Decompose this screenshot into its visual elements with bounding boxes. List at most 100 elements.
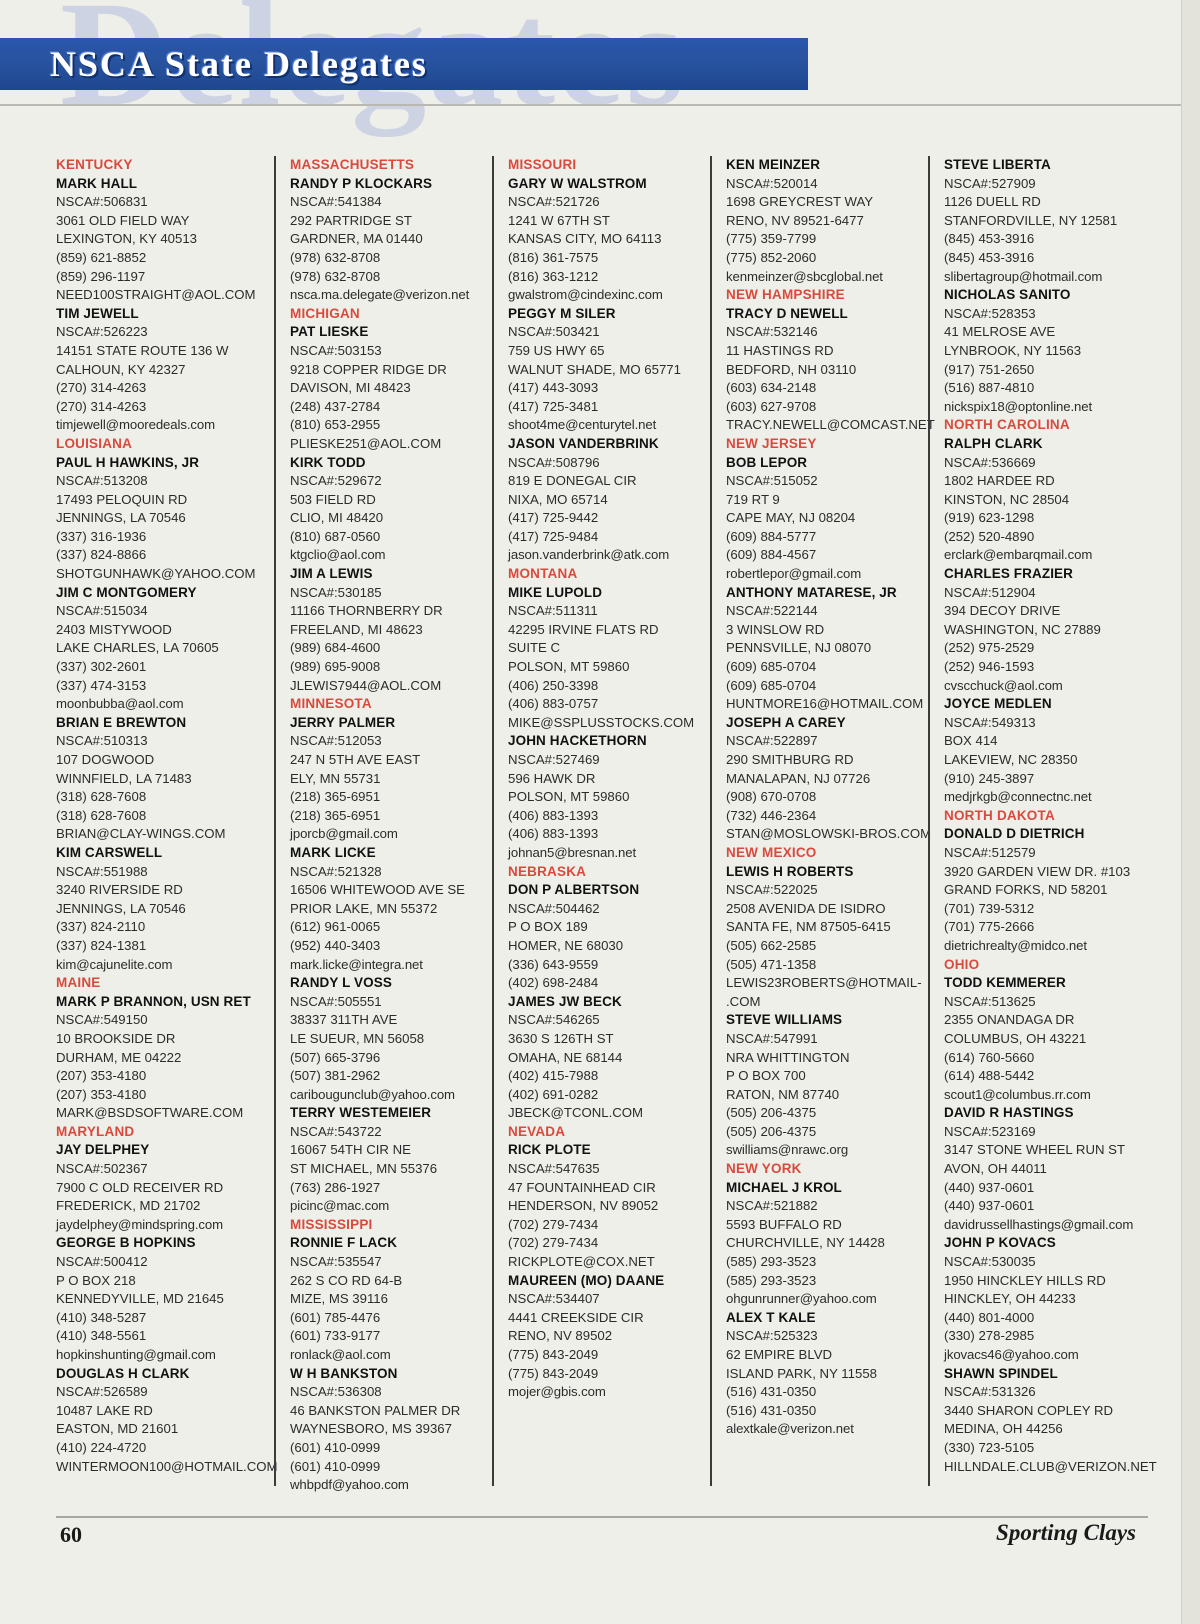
delegate-detail-line: (337) 302-2601 [56, 659, 147, 675]
delegate-detail-line: (603) 627-9708 [726, 398, 817, 414]
delegate-detail-line: STAN@MOSLOWSKI-BROS.COM [726, 826, 932, 842]
delegate-detail-line: WASHINGTON, NC 27889 [944, 621, 1101, 637]
delegate-name: JOYCE MEDLEN [944, 696, 1052, 712]
delegate-name: JOHN HACKETHORN [508, 733, 647, 749]
delegate-detail-line: 596 HAWK DR [508, 770, 596, 786]
delegate-columns: KENTUCKY MARK HALL NSCA#:506831 3061 OLD FI… [56, 156, 1157, 1492]
delegate-detail-line: slibertagroup@hotmail.com [944, 268, 1103, 284]
delegate-detail-line: 292 PARTRIDGE ST [290, 212, 412, 228]
delegate-detail-line: shoot4me@centurytel.net [508, 417, 657, 433]
delegate-detail-line: NSCA#:528353 [944, 305, 1036, 321]
delegate-detail-line: (410) 348-5561 [56, 1328, 147, 1344]
delegate-name: STEVE WILLIAMS [726, 1012, 843, 1028]
delegate-detail-line: LAKE CHARLES, LA 70605 [56, 640, 219, 656]
delegate-detail-line: whbpdf@yahoo.com [290, 1477, 409, 1493]
delegate-detail-line: 3920 GARDEN VIEW DR. #103 [944, 863, 1131, 879]
delegate-detail-line: WAYNESBORO, MS 39367 [290, 1421, 452, 1437]
delegate-detail-line: 9218 COPPER RIDGE DR [290, 361, 447, 377]
delegate-detail-line: (402) 415-7988 [508, 1068, 599, 1084]
delegate-detail-line: LEWIS23ROBERTS@HOTMAIL- [726, 975, 922, 991]
delegate-detail-line: CALHOUN, KY 42327 [56, 361, 186, 377]
delegate-detail-line: RATON, NM 87740 [726, 1086, 840, 1102]
delegate-detail-line: 7900 C OLD RECEIVER RD [56, 1179, 224, 1195]
delegate-detail-line: NSCA#:513625 [944, 993, 1036, 1009]
delegate-detail-line: nsca.ma.delegate@verizon.net [290, 287, 470, 303]
delegate-detail-line: (609) 685-0704 [726, 659, 817, 675]
delegate-detail-line: 42295 IRVINE FLATS RD [508, 621, 659, 637]
delegate-detail-line: OMAHA, NE 68144 [508, 1049, 623, 1065]
delegate-column-3: MISSOURI GARY W WALSTROM NSCA#:521726 1241 … [492, 156, 710, 1486]
delegate-detail-line: davidrussellhastings@gmail.com [944, 1216, 1134, 1232]
delegate-detail-line: (601) 785-4476 [290, 1309, 381, 1325]
delegate-detail-line: (978) 632-8708 [290, 249, 381, 265]
delegate-detail-line: 3630 S 126TH ST [508, 1030, 614, 1046]
delegate-detail-line: WINNFIELD, LA 71483 [56, 770, 192, 786]
delegate-detail-line: NSCA#:523169 [944, 1123, 1036, 1139]
delegate-detail-line: (775) 843-2049 [508, 1365, 599, 1381]
delegate-detail-line: NSCA#:515052 [726, 473, 818, 489]
delegate-detail-line: NSCA#:520014 [726, 175, 818, 191]
delegate-detail-line: TRACY.NEWELL@COMCAST.NET [726, 417, 935, 433]
delegate-detail-line: 16067 54TH CIR NE [290, 1142, 411, 1158]
delegate-detail-line: (845) 453-3916 [944, 249, 1035, 265]
delegate-detail-line: (859) 621-8852 [56, 249, 147, 265]
delegate-detail-line: NSCA#:522025 [726, 882, 818, 898]
delegate-detail-line: medjrkgb@connectnc.net [944, 789, 1092, 805]
delegate-detail-line: (402) 691-0282 [508, 1086, 599, 1102]
delegate-detail-line: (406) 883-0757 [508, 696, 599, 712]
delegate-detail-line: KENNEDYVILLE, MD 21645 [56, 1291, 224, 1307]
delegate-detail-line: CLIO, MI 48420 [290, 510, 384, 526]
delegate-detail-line: (505) 206-4375 [726, 1123, 817, 1139]
delegate-name: DON P ALBERTSON [508, 882, 640, 898]
delegate-detail-line: gwalstrom@cindexinc.com [508, 287, 663, 303]
delegate-detail-line: (701) 775-2666 [944, 919, 1035, 935]
delegate-detail-line: SANTA FE, NM 87505-6415 [726, 919, 891, 935]
delegate-detail-line: KINSTON, NC 28504 [944, 491, 1070, 507]
delegate-detail-line: GARDNER, MA 01440 [290, 231, 423, 247]
delegate-detail-line: 107 DOGWOOD [56, 752, 155, 767]
delegate-detail-line: NSCA#:551988 [56, 863, 148, 879]
delegate-detail-line: AVON, OH 44011 [944, 1161, 1047, 1177]
delegate-detail-line: (337) 316-1936 [56, 528, 147, 544]
delegate-detail-line: NSCA#:530035 [944, 1254, 1036, 1270]
delegate-detail-line: (440) 937-0601 [944, 1198, 1035, 1214]
delegate-detail-line: (845) 453-3916 [944, 231, 1035, 247]
delegate-detail-line: NSCA#:547991 [726, 1030, 818, 1046]
delegate-detail-line: (417) 725-9484 [508, 528, 599, 544]
delegate-detail-line: (859) 296-1197 [56, 268, 146, 284]
state-heading: MONTANA [508, 566, 578, 582]
delegate-detail-line: BRIAN@CLAY-WINGS.COM [56, 826, 226, 842]
delegate-detail-line: (207) 353-4180 [56, 1086, 147, 1102]
delegate-detail-line: (732) 446-2364 [726, 807, 817, 823]
delegate-detail-line: ELY, MN 55731 [290, 770, 381, 786]
state-heading: MAINE [56, 975, 101, 991]
delegate-detail-line: 290 SMITHBURG RD [726, 752, 854, 767]
state-heading: MASSACHUSETTS [290, 157, 415, 172]
delegate-detail-line: NSCA#:525323 [726, 1328, 818, 1344]
delegate-detail-line: NSCA#:546265 [508, 1012, 600, 1028]
delegate-detail-line: (810) 687-0560 [290, 528, 381, 544]
delegate-column-2: MASSACHUSETTS RANDY P KLOCKARS NSCA#:54138… [274, 156, 492, 1492]
delegate-name: PAT LIESKE [290, 324, 369, 340]
delegate-detail-line: jkovacs46@yahoo.com [944, 1347, 1079, 1362]
delegate-name: DONALD D DIETRICH [944, 826, 1085, 842]
delegate-detail-line: jporcb@gmail.com [290, 826, 398, 842]
delegate-detail-line: NSCA#:503153 [290, 342, 382, 358]
delegate-detail-line: 247 N 5TH AVE EAST [290, 752, 421, 767]
delegate-detail-line: (763) 286-1927 [290, 1179, 381, 1195]
delegate-name: JAY DELPHEY [56, 1142, 150, 1158]
delegate-detail-line: WINTERMOON100@HOTMAIL.COM [56, 1458, 278, 1474]
delegate-detail-line: COLUMBUS, OH 43221 [944, 1030, 1087, 1046]
delegate-detail-line: DAVISON, MI 48423 [290, 380, 411, 396]
delegate-detail-line: (609) 685-0704 [726, 677, 817, 693]
state-heading: NEW YORK [726, 1161, 802, 1177]
delegate-detail-line: WALNUT SHADE, MO 65771 [508, 361, 681, 377]
delegate-detail-line: (614) 760-5660 [944, 1049, 1035, 1065]
delegate-detail-line: NSCA#:522897 [726, 733, 818, 749]
delegate-detail-line: (417) 725-9442 [508, 510, 599, 526]
delegate-detail-line: 3440 SHARON COPLEY RD [944, 1402, 1114, 1418]
delegate-detail-line: JLEWIS7944@AOL.COM [290, 677, 442, 693]
delegate-detail-line: 11166 THORNBERRY DR [290, 603, 443, 619]
delegate-detail-line: hopkinshunting@gmail.com [56, 1347, 216, 1362]
delegate-detail-line: LE SUEUR, MN 56058 [290, 1030, 425, 1046]
